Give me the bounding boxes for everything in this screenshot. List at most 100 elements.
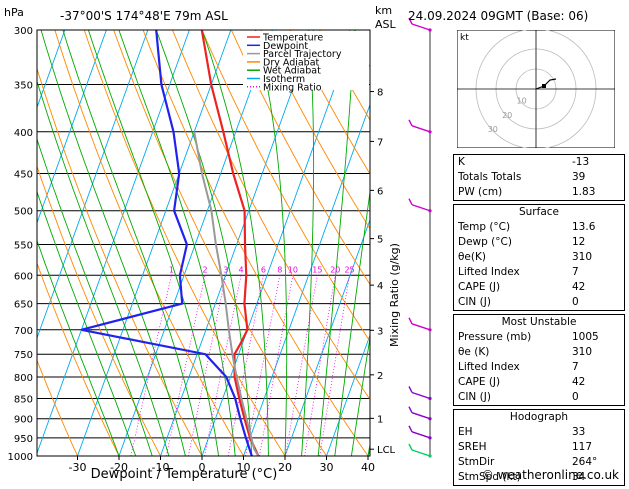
dry-adiabat (25, 30, 202, 456)
mixing-ratio-line (188, 275, 225, 456)
pressure-axis: 3003504004505005506006507007508008509009… (8, 26, 33, 463)
pressure-tick-label: 300 (14, 26, 33, 37)
index-label: PW (cm) (458, 185, 502, 200)
wind-barbs (409, 18, 432, 458)
index-value: 7 (572, 265, 620, 280)
wind-barb (412, 432, 430, 438)
mixing-ratio-label: 2 (202, 265, 207, 274)
index-row: CAPE (J)42 (458, 375, 620, 390)
pressure-tick-label: 500 (14, 207, 33, 218)
pressure-tick-label: 750 (14, 350, 33, 361)
location-title: -37°00'S 174°48'E 79m ASL (60, 9, 228, 23)
pressure-tick-label: 400 (14, 128, 33, 139)
index-value: 39 (572, 170, 620, 185)
mixing-ratio-axis-label: Mixing Ratio (g/kg) (388, 243, 401, 347)
mixing-ratio-line (166, 275, 205, 456)
wind-barb (412, 392, 430, 398)
index-label: CIN (J) (458, 295, 491, 310)
dry-adiabat (114, 30, 327, 456)
hodograph-ring-label: 20 (502, 111, 512, 120)
wind-barb-flag (409, 120, 412, 126)
temperature-tick-label: 40 (361, 461, 375, 474)
wind-barb-dot (428, 209, 431, 212)
index-label: CIN (J) (458, 390, 491, 405)
index-label: Temp (°C) (458, 220, 510, 235)
wet-adiabat (22, 30, 169, 456)
index-row: θe (K)310 (458, 345, 620, 360)
index-row: CAPE (J)42 (458, 280, 620, 295)
mixing-ratio-label: 3 (223, 265, 228, 274)
wind-barb-flag (409, 444, 412, 450)
wind-barb (412, 413, 430, 419)
wind-barb-dot (428, 28, 431, 31)
dry-adiabat (143, 30, 368, 456)
index-row: Lifted Index 7 (458, 265, 620, 280)
index-row: CIN (J) 0 (458, 390, 620, 405)
hodograph-marker (542, 84, 546, 88)
altitude-tick-label: 2 (377, 371, 383, 382)
wet-adiabat (63, 30, 202, 456)
pressure-tick-label: 450 (14, 169, 33, 180)
index-label: θe(K) (458, 250, 486, 265)
wind-barb (412, 24, 430, 30)
legend-label: Mixing Ratio (263, 82, 322, 93)
pressure-unit: hPa (4, 6, 24, 19)
pressure-tick-label: 350 (14, 81, 33, 92)
pressure-tick-label: 600 (14, 271, 33, 282)
wind-barb-flag (409, 386, 412, 392)
wind-barb (412, 450, 430, 456)
index-row: Temp (°C)13.6 (458, 220, 620, 235)
index-value: 310 (572, 250, 620, 265)
altitude-tick-label: 5 (377, 235, 383, 246)
isotherm (36, 30, 189, 456)
wet-adiabat (256, 30, 287, 456)
mixing-ratio-label: 10 (288, 265, 298, 274)
index-value: 1005 (572, 330, 620, 345)
pressure-tick-label: 800 (14, 373, 33, 384)
index-label: Pressure (mb) (458, 330, 531, 345)
index-row: Totals Totals 39 (458, 170, 620, 185)
isotherm (202, 30, 355, 456)
index-row: PW (cm)1.83 (458, 185, 620, 200)
mixing-ratio-line (286, 275, 318, 456)
mixing-ratio-label: 25 (344, 265, 354, 274)
index-label: Totals Totals (458, 170, 521, 185)
index-value: -13 (572, 155, 620, 170)
wet-adiabat (351, 30, 424, 456)
altitude-unit-asl: ASL (375, 18, 396, 31)
mixing-ratio-label: 4 (239, 265, 244, 274)
index-value: 42 (572, 375, 620, 390)
wet-adiabat (88, 30, 218, 456)
wind-barb-flag (409, 407, 412, 413)
wet-adiabat (335, 30, 393, 456)
indices-section-title: Most Unstable (458, 315, 620, 330)
index-value: 42 (572, 280, 620, 295)
temperature-tick-label: 30 (320, 461, 334, 474)
index-value: 310 (572, 345, 620, 360)
wind-barb-dot (428, 454, 431, 457)
wind-barb-dot (428, 417, 431, 420)
altitude-tick-label: 4 (377, 281, 383, 292)
altitude-tick-label: 6 (377, 186, 383, 197)
pressure-tick-label: 950 (14, 434, 33, 445)
index-value: 0 (572, 390, 620, 405)
mixing-ratio-label: 8 (277, 265, 282, 274)
pressure-tick-label: 900 (14, 415, 33, 426)
altitude-tick-label: 3 (377, 326, 383, 337)
index-value: 0 (572, 295, 620, 310)
wet-adiabat (119, 30, 235, 456)
altitude-tick-label: 1 (377, 414, 383, 425)
index-label: Lifted Index (458, 265, 520, 280)
altitude-unit-km: km (375, 4, 392, 17)
index-value: 7 (572, 360, 620, 375)
index-label: EH (458, 425, 473, 440)
index-value: 117 (572, 440, 620, 455)
mixing-ratio-label: 1 (169, 265, 174, 274)
wind-barb-dot (428, 328, 431, 331)
